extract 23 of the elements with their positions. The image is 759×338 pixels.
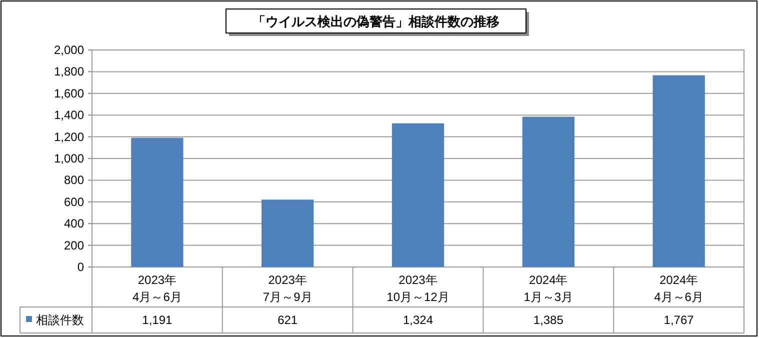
data-label: 1,767 [664, 313, 694, 327]
y-tick-label: 1,200 [54, 130, 84, 144]
y-tick-label: 0 [77, 260, 84, 274]
x-tick-label: 2024年 4月～6月 [654, 273, 704, 304]
y-tick-label: 1,400 [54, 108, 84, 122]
data-label: 1,324 [402, 313, 434, 327]
data-label: 621 [278, 313, 298, 327]
y-tick-label: 1,000 [54, 152, 84, 166]
x-tick-label: 2023年 4月～6月 [132, 273, 182, 304]
chart-title: 「ウイルス検出の偽警告」相談件数の推移 [252, 14, 500, 29]
y-tick-label: 2,000 [54, 43, 84, 57]
y-tick-label: 200 [64, 238, 84, 252]
legend-label: 相談件数 [36, 313, 84, 327]
y-tick-label: 1,600 [54, 86, 84, 100]
x-tick-label: 2023年 10月～12月 [386, 273, 450, 304]
data-label: 1,385 [533, 313, 564, 327]
y-tick-label: 400 [64, 216, 84, 231]
y-tick-label: 1,800 [54, 64, 84, 79]
x-tick-label: 2024年 1月～3月 [524, 273, 574, 304]
y-tick-label: 600 [64, 194, 84, 209]
y-tick-label: 800 [64, 173, 84, 188]
x-tick-label: 2023年 7月～9月 [262, 273, 312, 304]
data-label: 1,191 [142, 313, 173, 327]
